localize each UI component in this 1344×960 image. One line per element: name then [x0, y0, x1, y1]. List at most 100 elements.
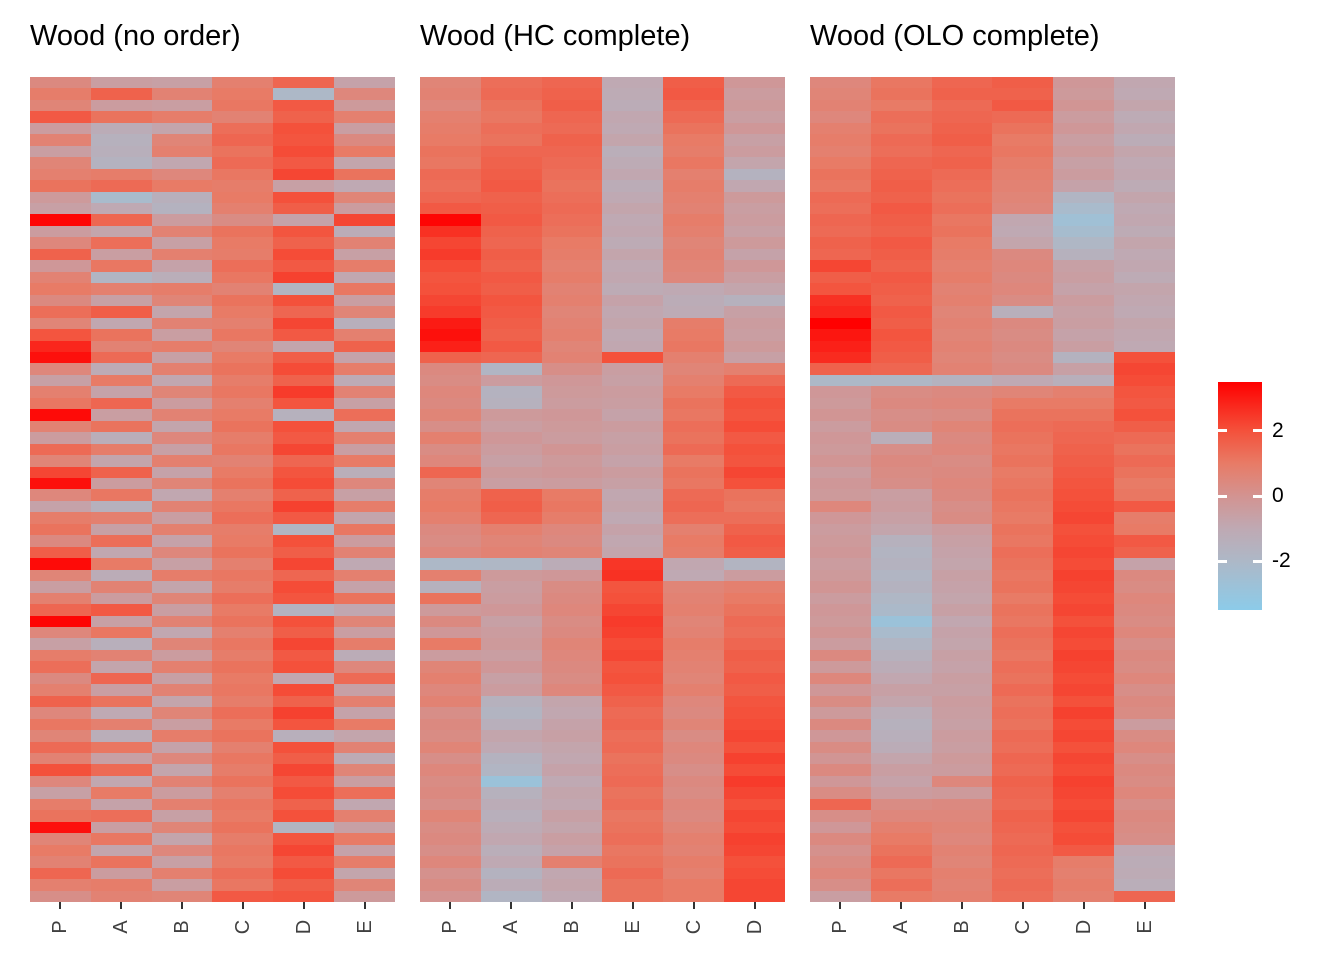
heatmap-cell [334, 306, 395, 318]
heatmap-cell [90, 397, 152, 410]
heatmap-cell [663, 283, 725, 295]
heatmap-cell [1114, 489, 1175, 501]
heatmap-cell [30, 741, 91, 754]
heatmap-cell [420, 329, 481, 341]
heatmap-cell [273, 283, 335, 295]
heatmap-cell [1114, 374, 1175, 387]
heatmap-cell [870, 672, 932, 685]
heatmap-cell [90, 695, 152, 708]
heatmap-cell [480, 764, 542, 776]
x-axis-tick [120, 902, 123, 909]
heatmap-cell [212, 99, 274, 112]
heatmap-cell [724, 363, 785, 375]
heatmap-cell [1114, 478, 1175, 490]
heatmap-cell [810, 718, 871, 731]
heatmap-cell [420, 489, 481, 501]
heatmap-cell [724, 397, 785, 410]
heatmap-cell [151, 764, 213, 776]
heatmap-cell [870, 741, 932, 754]
heatmap-cell [992, 478, 1054, 490]
heatmap-cell [420, 718, 481, 731]
heatmap-cell [273, 626, 335, 639]
heatmap-cell [30, 581, 91, 593]
heatmap-cell [810, 214, 871, 226]
heatmap-cell [724, 386, 785, 398]
heatmap-cell [30, 810, 91, 822]
heatmap-cell [420, 168, 481, 181]
heatmap-cell [810, 775, 871, 788]
heatmap-cell [810, 145, 871, 158]
heatmap-cell [212, 604, 274, 616]
heatmap-cell [420, 798, 481, 811]
heatmap-cell [212, 191, 274, 204]
heatmap-cell [480, 306, 542, 318]
heatmap-cell [602, 649, 664, 662]
heatmap-cell [30, 443, 91, 456]
heatmap-cell [420, 180, 481, 192]
heatmap-cell [273, 225, 335, 238]
heatmap-cell [870, 592, 932, 605]
heatmap-cell [1053, 432, 1115, 444]
heatmap-cell [90, 512, 152, 524]
heatmap-cell [992, 581, 1054, 593]
heatmap-cell [724, 753, 785, 765]
heatmap-cell [151, 581, 213, 593]
heatmap-cell [541, 420, 603, 433]
heatmap-cell [273, 122, 335, 135]
heatmap-cell [541, 661, 603, 673]
heatmap-cell [90, 409, 152, 421]
heatmap-cell [334, 111, 395, 123]
heatmap-cell [420, 420, 481, 433]
heatmap-cell [90, 248, 152, 261]
heatmap-cell [30, 535, 91, 547]
heatmap-cell [1114, 604, 1175, 616]
heatmap-cell [30, 225, 91, 238]
heatmap-cell [30, 340, 91, 352]
heatmap-cell [30, 432, 91, 444]
heatmap-cell [992, 890, 1054, 902]
heatmap-cell [931, 672, 993, 685]
heatmap-cell [870, 775, 932, 788]
heatmap-cell [334, 672, 395, 685]
heatmap-cell [870, 867, 932, 880]
heatmap-cell [480, 684, 542, 696]
heatmap-cell [212, 798, 274, 811]
heatmap-cell [992, 489, 1054, 501]
heatmap-cell [212, 283, 274, 295]
heatmap-cell [931, 695, 993, 708]
heatmap-cell [541, 500, 603, 513]
heatmap-cell [663, 248, 725, 261]
heatmap-cell [663, 615, 725, 627]
heatmap-cell [151, 340, 213, 352]
heatmap-cell [1053, 695, 1115, 708]
heatmap-cell [212, 867, 274, 880]
heatmap-cell [1114, 615, 1175, 627]
heatmap-cell [334, 695, 395, 708]
heatmap-cell [151, 363, 213, 375]
heatmap-cell [931, 867, 993, 880]
heatmap-cell [420, 122, 481, 135]
x-axis-label: A [890, 920, 913, 934]
heatmap-cell [810, 672, 871, 685]
heatmap-cell [810, 707, 871, 719]
heatmap-cell [724, 558, 785, 570]
heatmap-cell [1114, 661, 1175, 673]
heatmap-cell [151, 455, 213, 467]
heatmap-cell [1053, 157, 1115, 169]
heatmap-cell [273, 340, 335, 352]
heatmap-cell [992, 775, 1054, 788]
heatmap-cell [480, 810, 542, 822]
heatmap-cell [1053, 753, 1115, 765]
heatmap-cell [30, 374, 91, 387]
x-axis-tick [181, 902, 184, 909]
heatmap-cell [1053, 306, 1115, 318]
x-axis-label: C [1011, 919, 1034, 935]
heatmap-cell [810, 615, 871, 627]
heatmap-cell [420, 237, 481, 249]
heatmap-cell [151, 695, 213, 708]
heatmap-cell [480, 260, 542, 272]
heatmap-cell [334, 787, 395, 799]
heatmap-grid-olo-complete [810, 77, 1175, 902]
x-axis-label: B [171, 920, 194, 934]
heatmap-cell [724, 546, 785, 559]
